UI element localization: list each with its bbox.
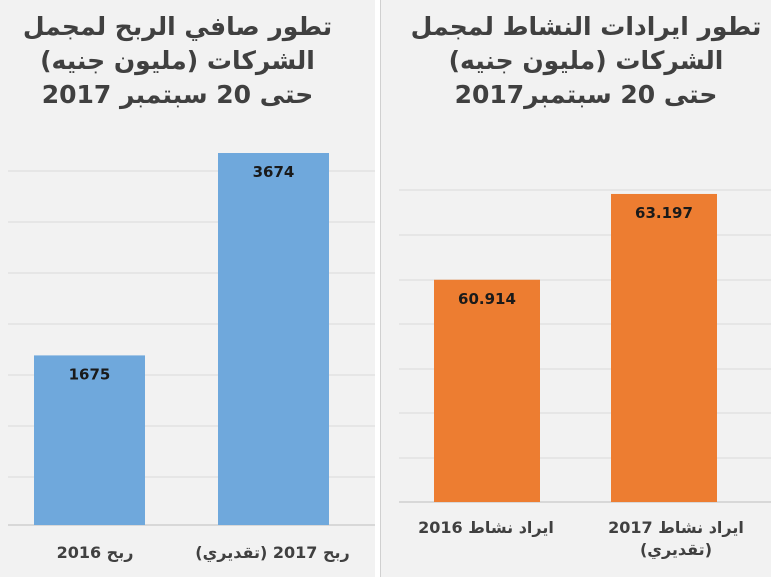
profit-title-line-1: تطور صافي الربح لمجمل: [22, 12, 333, 41]
profit-bar-chart: 1675 3674: [8, 153, 375, 526]
profit-bar-1: [218, 153, 329, 525]
revenue-title-line-2: الشركات (مليون جنيه): [448, 46, 724, 75]
revenue-chart-panel: تطور ايرادات النشاط لمجمل الشركات (مليون…: [381, 0, 771, 577]
revenue-category-label-2017: ايراد نشاط 2017 (تقديري): [596, 517, 756, 561]
profit-data-label-0: 1675: [69, 365, 111, 383]
profit-chart-panel: تطور صافي الربح لمجمل الشركات (مليون جني…: [0, 0, 375, 577]
profit-title-line-3: حتى 20 سبتمبر 2017: [41, 80, 314, 109]
revenue-category-label-2016: ايراد نشاط 2016: [418, 518, 554, 537]
revenue-category-label-2017-line-1: ايراد نشاط 2017: [608, 518, 744, 537]
revenue-data-label-0: 60.914: [458, 290, 516, 308]
revenue-category-label-2017-line-2: (تقديري): [639, 540, 712, 559]
profit-chart-title: تطور صافي الربح لمجمل الشركات (مليون جني…: [0, 10, 365, 112]
profit-category-label-2016: ربح 2016: [56, 543, 134, 562]
panel-divider-line: [380, 0, 381, 577]
revenue-bar-0: [434, 279, 540, 502]
profit-category-label-2017: ربح 2017 (تقديري): [195, 543, 350, 562]
revenue-title-line-3: حتى 20 سبتمبر2017: [454, 80, 718, 109]
revenue-bar-1: [611, 193, 717, 502]
profit-title-line-2: الشركات (مليون جنيه): [40, 46, 315, 75]
profit-data-label-1: 3674: [253, 163, 295, 181]
panel-divider: [375, 0, 381, 577]
profit-bar-0: [34, 355, 145, 525]
revenue-title-line-1: تطور ايرادات النشاط لمجمل: [410, 12, 762, 41]
revenue-chart-title: تطور ايرادات النشاط لمجمل الشركات (مليون…: [391, 10, 771, 112]
revenue-bar-chart: 60.914 63.197: [399, 189, 771, 503]
revenue-data-label-1: 63.197: [635, 204, 693, 222]
